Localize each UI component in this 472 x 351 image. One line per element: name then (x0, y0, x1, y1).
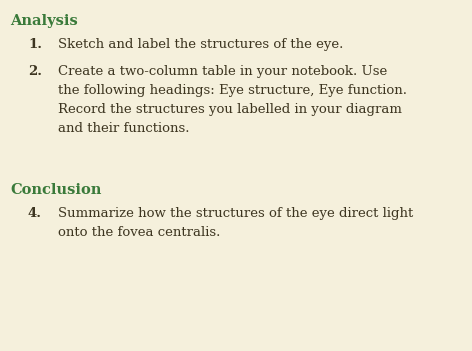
Text: Analysis: Analysis (10, 14, 78, 28)
Text: Conclusion: Conclusion (10, 183, 101, 197)
Text: onto the fovea centralis.: onto the fovea centralis. (58, 226, 220, 239)
Text: Sketch and label the structures of the eye.: Sketch and label the structures of the e… (58, 38, 343, 51)
Text: Record the structures you labelled in your diagram: Record the structures you labelled in yo… (58, 103, 402, 116)
Text: Summarize how the structures of the eye direct light: Summarize how the structures of the eye … (58, 207, 413, 220)
Text: the following headings: Eye structure, Eye function.: the following headings: Eye structure, E… (58, 84, 407, 97)
Text: and their functions.: and their functions. (58, 122, 189, 135)
Text: 2.: 2. (28, 65, 42, 78)
Text: Create a two-column table in your notebook. Use: Create a two-column table in your notebo… (58, 65, 387, 78)
Text: 1.: 1. (28, 38, 42, 51)
Text: 4.: 4. (28, 207, 42, 220)
